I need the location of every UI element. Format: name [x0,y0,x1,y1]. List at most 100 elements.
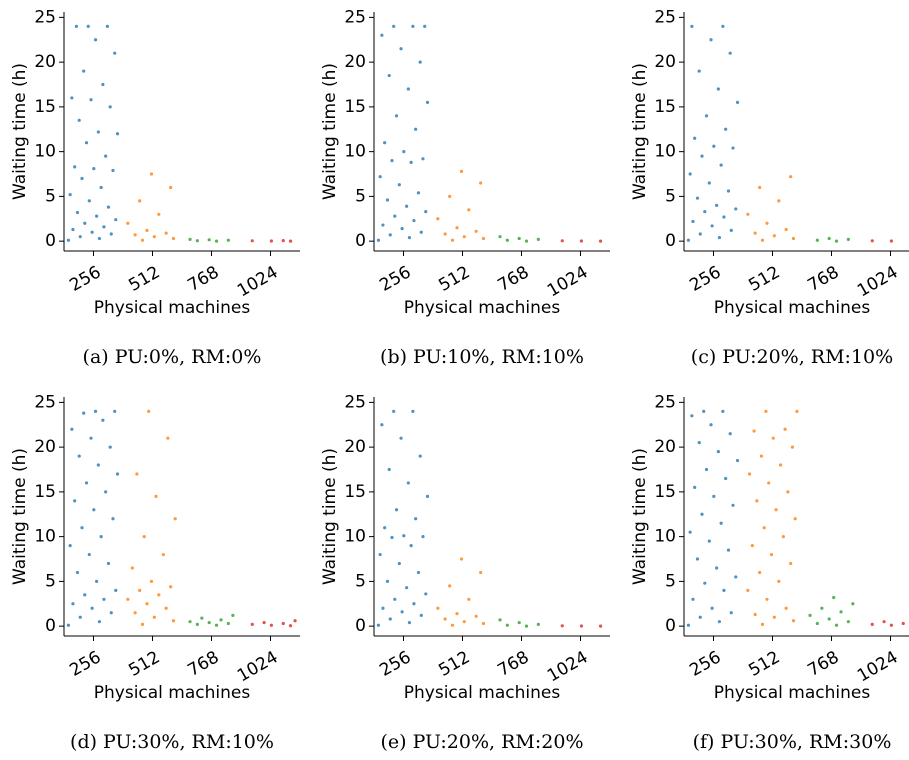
y-tick-label: 15 [34,482,56,502]
point [93,38,98,42]
point [393,214,397,218]
point [462,620,466,624]
y-tick-label: 25 [34,7,56,27]
point [717,235,722,240]
point [288,624,293,628]
point [397,183,401,187]
x-axis-label: Physical machines [714,298,871,318]
point [269,239,274,243]
point [697,69,701,73]
y-axis-label: Waiting time (h) [320,63,340,200]
point [147,409,151,413]
caption: (b) PU:10%, RM:10% [380,346,584,368]
point [106,561,111,566]
x-tick-label: 1024 [854,647,901,686]
x-tick-label: 512 [125,262,163,296]
point [536,622,540,626]
point [820,606,824,610]
point [169,185,173,190]
point [759,454,764,458]
x-tick-label: 256 [376,647,414,681]
point [70,427,74,431]
point [734,207,738,211]
point [698,232,702,236]
point [188,237,192,241]
point [376,623,381,627]
x-axis-label: Physical machines [714,683,871,703]
point [722,215,726,219]
point [90,606,94,610]
point [130,566,134,570]
point [724,127,728,131]
point [376,238,381,242]
point [709,38,713,42]
y-tick-label: 10 [654,527,676,547]
point [690,414,694,418]
point [698,615,702,619]
point [66,623,71,627]
point [498,235,502,239]
point [250,622,254,626]
point [214,623,219,627]
point [138,199,142,203]
point [712,144,716,148]
point [102,225,106,229]
point [498,618,502,622]
point [99,535,103,539]
point [250,239,254,243]
point [78,615,82,619]
point [870,239,874,243]
point [688,172,692,176]
point [89,98,93,102]
point [293,619,297,623]
point [378,552,382,557]
point [97,236,102,241]
point [387,467,391,472]
point [707,181,711,185]
point [405,204,409,208]
y-tick-label: 5 [665,571,676,591]
point [207,620,211,625]
point [846,237,850,241]
point [84,481,89,485]
point [505,238,509,242]
point [479,181,483,185]
x-tick-label: 768 [184,262,222,296]
y-tick-label: 0 [665,231,676,251]
y-axis-label: Waiting time (h) [630,448,650,585]
point [281,239,285,243]
point [97,620,102,624]
y-tick-label: 15 [344,482,366,502]
point [231,613,235,618]
x-tick-label: 512 [745,647,783,681]
point [815,621,819,626]
y-tick-label: 0 [45,616,56,636]
point [450,238,455,242]
point [789,175,793,179]
point [106,205,111,209]
point [455,612,459,616]
point [75,570,80,575]
x-tick-label: 1024 [234,262,281,301]
point [467,208,471,212]
point [827,617,831,621]
point [71,227,75,232]
point [693,485,697,490]
point [99,185,103,190]
point [140,238,145,242]
point [133,611,137,615]
point [760,622,765,626]
point [752,429,756,433]
point [722,588,726,592]
point [95,579,99,583]
point [93,409,98,413]
point [164,231,168,235]
point [735,458,740,463]
point [690,24,694,28]
caption: (f) PU:30%, RM:30% [693,731,892,753]
point [467,597,471,601]
y-tick-label: 10 [344,142,366,162]
point [83,221,87,225]
point [851,602,855,606]
y-tick-label: 0 [45,231,56,251]
